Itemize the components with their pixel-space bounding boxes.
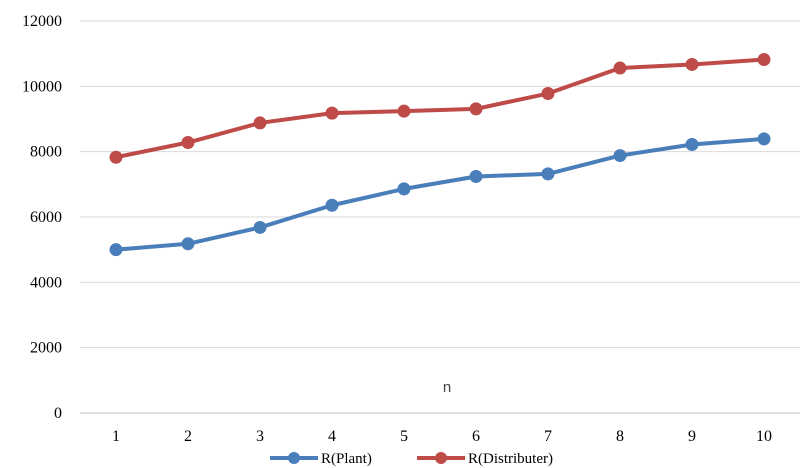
data-point [181,136,195,150]
data-point [613,149,627,163]
x-tick-label: 10 [756,428,772,445]
y-tick-label: 2000 [30,340,62,357]
x-tick-label: 1 [112,428,120,445]
gridlines [80,20,800,414]
data-point [109,150,123,164]
legend-swatch-marker [435,452,447,464]
data-point [253,220,267,234]
data-point [685,57,699,71]
data-point [397,104,411,118]
x-tick-label: 8 [616,428,624,445]
x-tick-label: 3 [256,428,264,445]
legend-swatch-marker [288,452,300,464]
x-tick-label: 7 [544,428,552,445]
series [109,53,771,257]
series-1 [109,132,771,257]
legend: R(Plant) R(Distributer) [270,451,553,467]
y-tick-label: 12000 [22,13,62,30]
data-point [541,87,555,101]
series-line [114,57,766,160]
x-tick-label: 4 [328,428,336,445]
x-tick-label: 2 [184,428,192,445]
legend-item: R(Plant) [270,451,372,467]
x-tick-label: 9 [688,428,696,445]
x-axis-ticks: 1 2 3 4 5 6 7 8 9 10 [112,428,772,445]
legend-item: R(Distributer) [417,451,553,467]
data-point [325,198,339,212]
data-point [325,106,339,120]
y-axis-ticks: 0 2000 4000 6000 8000 10000 12000 [22,13,62,422]
legend-label: R(Distributer) [468,451,553,467]
legend-label: R(Plant) [321,451,372,467]
data-point [613,61,627,75]
x-tick-label: 6 [472,428,480,445]
data-point [757,53,771,67]
y-tick-label: 10000 [22,78,62,95]
x-axis-title: n [443,379,451,396]
data-point [541,167,555,181]
data-point [757,132,771,146]
series-line [114,136,766,252]
x-tick-label: 5 [400,428,408,445]
data-point [469,102,483,116]
data-point [685,137,699,151]
data-point [109,243,123,257]
series-2 [109,53,771,164]
y-tick-label: 8000 [30,144,62,161]
y-tick-label: 0 [54,405,62,422]
data-point [253,116,267,130]
y-tick-label: 4000 [30,274,62,291]
data-point [397,182,411,196]
data-point [469,169,483,183]
data-point [181,237,195,251]
y-tick-label: 6000 [30,209,62,226]
